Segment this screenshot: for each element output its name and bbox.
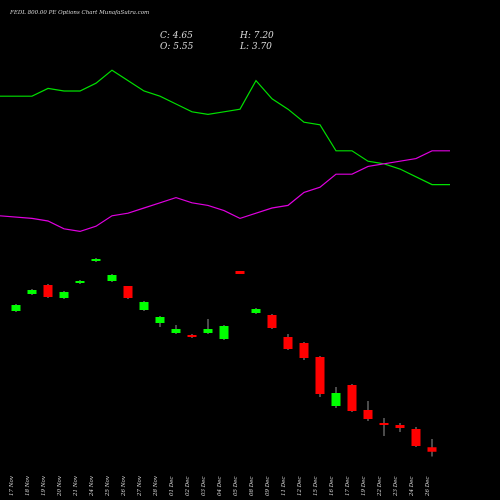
candle-body (139, 302, 149, 310)
candle-body (363, 410, 373, 419)
candle-body (155, 317, 165, 323)
x-tick-label: 15 Dec (313, 477, 319, 497)
candle-body (43, 285, 53, 297)
candle-body (171, 329, 181, 333)
candle-body (11, 305, 21, 311)
x-tick-label: 19 Dec (361, 477, 367, 497)
x-tick-label: 23 Dec (393, 477, 399, 498)
chart-title: FEDL 800.00 PE Options Chart MunafaSutra… (9, 10, 149, 16)
candle-body (219, 326, 229, 339)
x-tick-label: 04 Dec (217, 477, 223, 497)
candle-body (123, 286, 133, 298)
candle-body (331, 393, 341, 406)
x-tick-label: 01 Dec (169, 477, 175, 497)
candle-body (235, 271, 245, 274)
candle-body (203, 329, 213, 333)
indicator-line (0, 69, 450, 186)
x-tick-label: 25 Nov (105, 475, 111, 497)
x-tick-label: 20 Nov (57, 475, 63, 497)
candle-body (27, 290, 37, 294)
x-tick-label: 19 Nov (41, 475, 47, 496)
candle-body (427, 447, 437, 452)
x-tick-label: 21 Nov (73, 475, 79, 497)
candle-body (379, 423, 389, 425)
x-tick-label: 28 Nov (153, 475, 159, 497)
candle-body (107, 275, 117, 281)
x-tick-label: 02 Dec (185, 477, 191, 497)
x-tick-label: 17 Nov (9, 475, 15, 496)
x-tick-label: 27 Nov (137, 475, 143, 497)
candle-body (251, 309, 261, 313)
x-tick-label: 12 Dec (297, 477, 303, 497)
x-tick-label: 26 Dec (425, 477, 431, 498)
x-tick-label: 18 Nov (25, 475, 31, 496)
x-tick-label: 09 Dec (265, 477, 271, 497)
candle-body (347, 385, 357, 411)
candle-body (59, 292, 69, 298)
x-tick-label: 24 Dec (409, 477, 415, 498)
indicator-line (0, 150, 450, 233)
close-label: C: 4.65 (160, 31, 193, 41)
candle-body (91, 259, 101, 261)
candle-body (187, 335, 197, 337)
low-label: L: 3.70 (239, 42, 272, 52)
candle-body (315, 357, 325, 394)
candle-body (283, 337, 293, 349)
x-tick-label: 17 Dec (345, 477, 351, 497)
candle-body (299, 343, 309, 358)
x-tick-label: 05 Dec (233, 477, 239, 497)
x-tick-label: 22 Dec (377, 477, 383, 498)
high-label: H: 7.20 (239, 31, 274, 41)
candle-body (411, 429, 421, 446)
candle-body (395, 425, 405, 428)
candle-body (267, 315, 277, 328)
x-tick-label: 03 Dec (201, 477, 207, 497)
x-tick-label: 16 Dec (329, 477, 335, 497)
x-tick-label: 24 Nov (89, 475, 95, 497)
candle-body (75, 281, 85, 283)
x-tick-label: 11 Dec (281, 477, 287, 497)
open-label: O: 5.55 (160, 42, 194, 52)
x-tick-label: 08 Dec (249, 477, 255, 497)
x-tick-label: 26 Nov (121, 475, 127, 497)
